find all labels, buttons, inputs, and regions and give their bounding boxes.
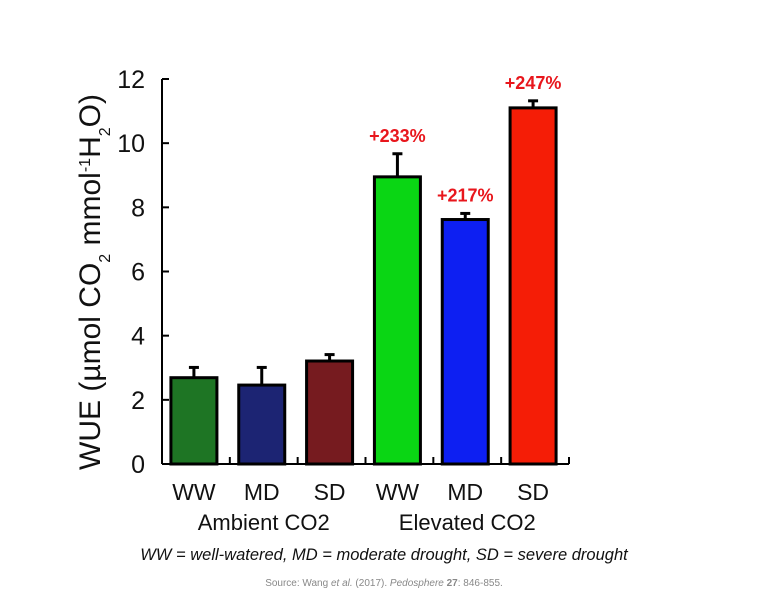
y-tick-label: 4 (131, 323, 145, 351)
source-journal: Pedosphere (389, 578, 444, 589)
data-label: +247% (505, 73, 562, 93)
source-year: (2017). (352, 578, 390, 589)
y-tick-label: 8 (131, 194, 145, 222)
bar (440, 218, 490, 466)
x-tick-label: MD (244, 479, 280, 505)
abbreviation-footnote: WW = well-watered, MD = moderate drought… (140, 546, 628, 564)
bar (237, 383, 287, 466)
y-tick-label: 0 (131, 451, 145, 479)
bar (169, 376, 219, 466)
source-pages: : 846-855. (457, 578, 503, 589)
y-tick-label: 12 (117, 66, 145, 94)
x-tick-label: SD (517, 479, 549, 505)
bar (305, 359, 355, 466)
x-tick-label: MD (447, 479, 483, 505)
bar (372, 175, 422, 466)
source-etal: et al. (330, 578, 353, 589)
x-tick-label: SD (314, 479, 346, 505)
y-tick-label: 10 (117, 130, 145, 158)
group-label: Ambient CO2 (198, 510, 330, 535)
y-tick-label: 2 (131, 387, 145, 415)
y-tick-label: 6 (131, 259, 145, 287)
data-label: +217% (437, 185, 494, 205)
x-tick-label: WW (376, 479, 420, 505)
y-axis-label: WUE (µmol CO2 mmol-1H2O) (74, 94, 114, 470)
x-tick-label: WW (172, 479, 216, 505)
bar (508, 106, 558, 466)
source-citation: Source: Wang et al. (2017). Pedosphere 2… (0, 578, 768, 589)
source-prefix: Source: Wang (265, 578, 331, 589)
source-volume: 27 (446, 578, 458, 589)
group-label: Elevated CO2 (399, 510, 536, 535)
data-label: +233% (369, 126, 426, 146)
